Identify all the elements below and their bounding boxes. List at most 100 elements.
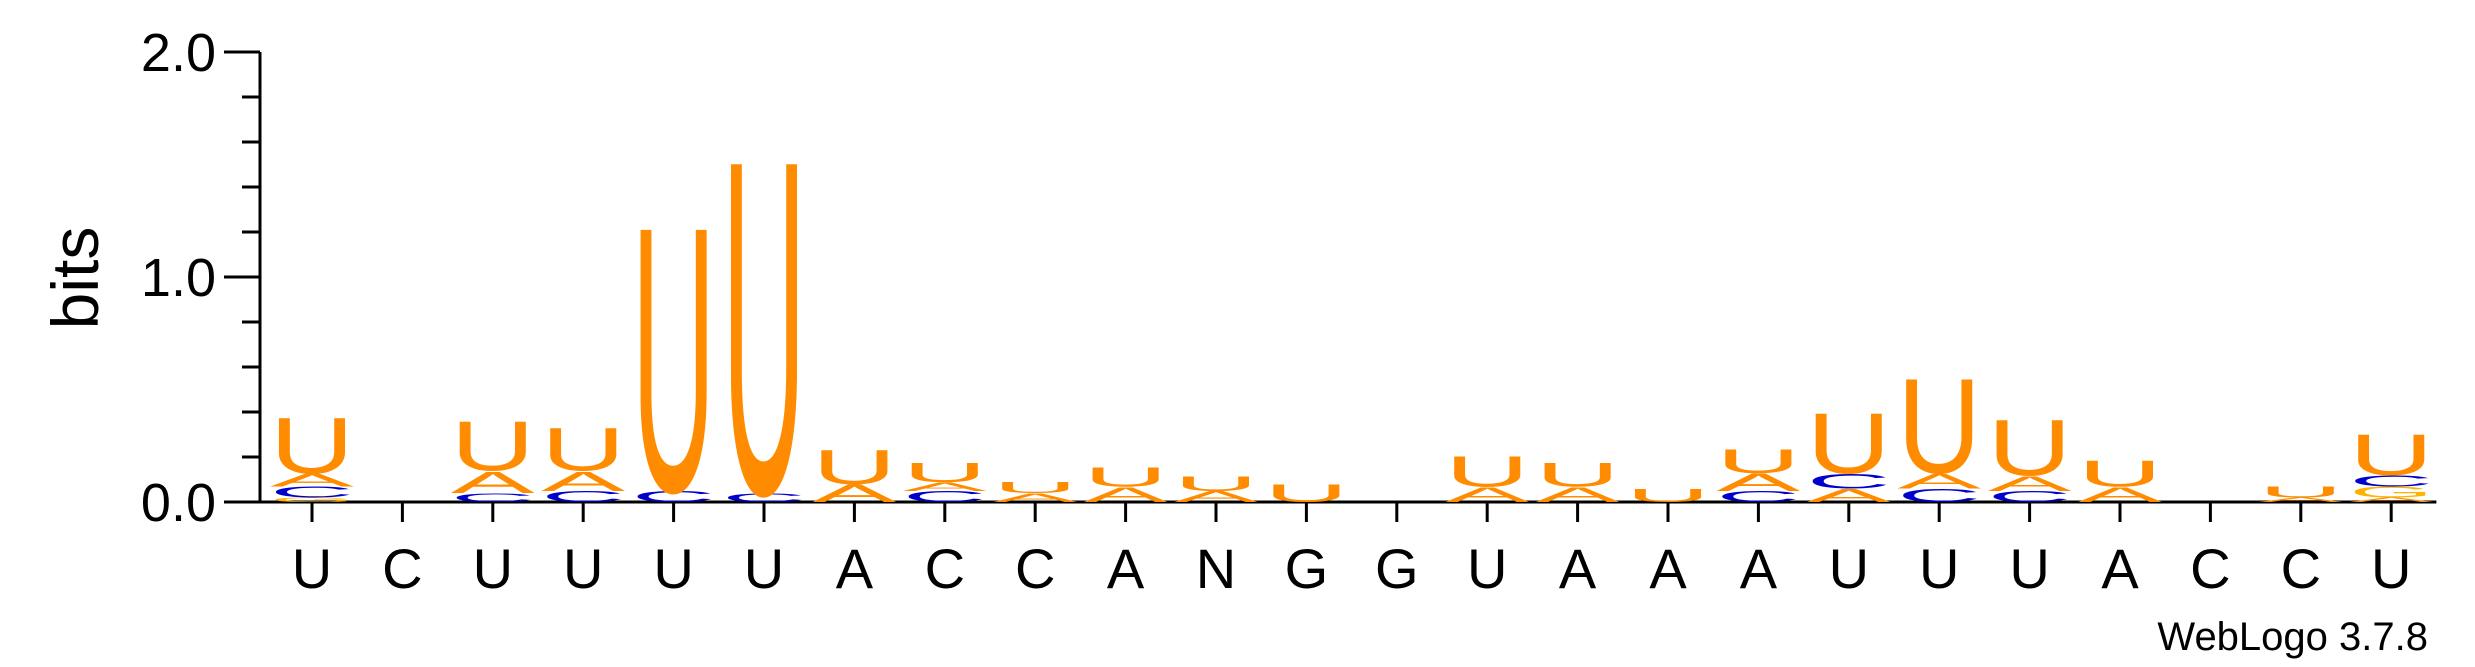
letter-C: C — [2349, 473, 2433, 490]
letter-A: A — [2349, 496, 2434, 503]
consensus-letter: G — [1375, 537, 1419, 600]
letter-glyph: A — [270, 470, 354, 491]
letter-A: A — [1988, 471, 2073, 495]
consensus-letter: C — [2190, 537, 2230, 600]
letter-glyph: U — [1536, 455, 1620, 493]
letter-glyph: U — [1897, 350, 1981, 502]
letter-glyph: A — [1174, 488, 1258, 505]
stack-position-23: AU — [2259, 484, 2344, 504]
consensus-letter: U — [292, 537, 332, 600]
stack-position-8: CAU — [903, 457, 988, 506]
letter-U: U — [1626, 485, 1710, 506]
consensus-letter: A — [1649, 537, 1687, 600]
consensus-letter: A — [1740, 537, 1778, 600]
consensus-letter: N — [1196, 537, 1236, 600]
letter-C: C — [1897, 485, 1981, 506]
letter-A: A — [1174, 488, 1258, 505]
letter-glyph: U — [1807, 395, 1891, 492]
consensus-letter: U — [744, 537, 784, 600]
letter-glyph: C — [1988, 488, 2072, 505]
letter-glyph: U — [270, 401, 354, 491]
letter-A: A — [541, 466, 625, 497]
letter-glyph: G — [270, 496, 354, 503]
letter-glyph: C — [722, 491, 806, 505]
letter-A: A — [2259, 496, 2344, 503]
letter-glyph: U — [2259, 484, 2343, 501]
letter-C: C — [722, 491, 806, 505]
letter-C: C — [903, 488, 987, 505]
letter-U: U — [1807, 395, 1891, 492]
consensus-letter: A — [1107, 537, 1145, 600]
consensus-letter: C — [1015, 537, 1055, 600]
consensus-letter: A — [836, 537, 874, 600]
letter-C: C — [541, 488, 625, 505]
letter-glyph: A — [451, 465, 536, 499]
letter-U: U — [903, 457, 987, 488]
letter-C: C — [1807, 469, 1891, 493]
consensus-letter: U — [2371, 537, 2411, 600]
stack-position-9: AU — [993, 479, 1078, 504]
y-tick-label: 1.0 — [141, 248, 216, 308]
letter-glyph: U — [2349, 422, 2433, 487]
stack-position-3: CAU — [451, 407, 536, 505]
letter-C: C — [1988, 488, 2072, 505]
letter-U: U — [1988, 403, 2072, 493]
letter-glyph: U — [1716, 442, 1800, 480]
y-tick-label: 2.0 — [141, 23, 216, 83]
stack-position-16: U — [1626, 485, 1710, 506]
letter-U: U — [270, 401, 354, 491]
letter-glyph: C — [632, 488, 716, 505]
letter-C: C — [451, 491, 535, 505]
letter-U: U — [1897, 350, 1981, 502]
stack-position-5: CU — [632, 148, 716, 572]
letter-A: A — [1807, 485, 1891, 506]
letter-A: A — [993, 491, 1078, 505]
letter-glyph: G — [2349, 484, 2433, 501]
letter-glyph: U — [2078, 453, 2162, 494]
letter-glyph: A — [1716, 469, 1801, 497]
letter-A: A — [903, 480, 988, 494]
consensus-letter: U — [653, 537, 693, 600]
consensus-letter: U — [1467, 537, 1507, 600]
consensus-letter: A — [2101, 537, 2139, 600]
letter-glyph: A — [1897, 469, 1982, 493]
stack-position-20: CAU — [1988, 403, 2073, 505]
letter-U: U — [632, 148, 716, 572]
consensus-letter: U — [1829, 537, 1869, 600]
letter-glyph: U — [1445, 448, 1529, 496]
letter-glyph: A — [993, 491, 1078, 505]
letter-A: A — [1716, 469, 1801, 497]
letter-U: U — [812, 439, 896, 494]
letter-U: U — [1174, 471, 1258, 495]
stack-position-17: CAU — [1716, 442, 1801, 505]
letter-glyph: U — [632, 148, 716, 572]
y-axis-title: bits — [38, 227, 112, 330]
letter-A: A — [451, 465, 536, 499]
letter-glyph: U — [1084, 461, 1168, 492]
letter-glyph: C — [1897, 485, 1981, 506]
consensus-letter: U — [1919, 537, 1959, 600]
y-axis: 0.0 1.0 2.0 — [141, 23, 2437, 533]
stack-position-10: AU — [1084, 461, 1169, 507]
letter-glyph: U — [903, 457, 987, 488]
stack-position-21: AU — [2078, 453, 2163, 506]
letter-U: U — [1536, 455, 1620, 493]
letter-glyph: A — [1988, 471, 2073, 495]
consensus-letter: A — [1559, 537, 1597, 600]
letter-glyph: A — [2349, 496, 2434, 503]
letter-C: C — [1716, 488, 1800, 505]
letter-A: A — [1897, 469, 1982, 493]
consensus-letter: C — [382, 537, 422, 600]
stack-position-18: ACU — [1807, 395, 1891, 506]
letter-U: U — [2078, 453, 2162, 494]
consensus-letter: U — [473, 537, 513, 600]
letter-G: G — [2349, 484, 2433, 501]
letter-U: U — [2349, 422, 2433, 487]
letter-U: U — [1716, 442, 1800, 480]
stack-position-14: AU — [1445, 448, 1530, 507]
letter-glyph: A — [541, 466, 625, 497]
letter-C: C — [632, 488, 716, 505]
